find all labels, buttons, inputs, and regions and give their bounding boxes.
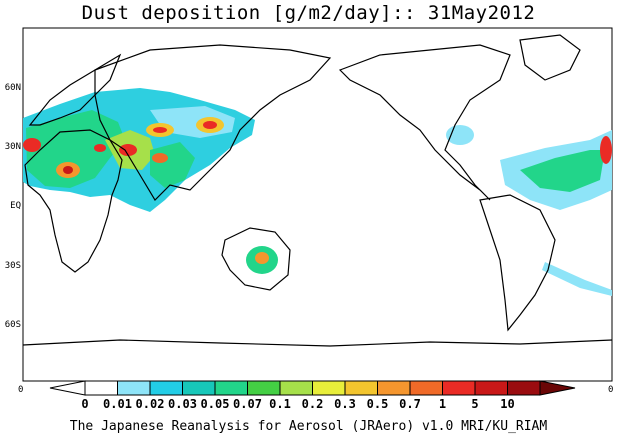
dust-hotspot-east-atlantic	[600, 136, 612, 164]
lat-label-60n: 60N	[4, 83, 21, 93]
colorbar-segment	[344, 380, 378, 396]
colorbar-tick-label: 0.7	[399, 397, 421, 411]
colorbar-tick-label: 1	[438, 397, 447, 411]
dust-hotspot-iran	[94, 144, 106, 152]
colorbar-segment	[247, 380, 281, 396]
map-frame	[22, 27, 613, 382]
colorbar-tick-label: 0.1	[269, 397, 291, 411]
colorbar-segment	[149, 380, 183, 396]
dust-hotspot-west-africa	[23, 138, 41, 152]
colorbar-segment	[377, 380, 411, 396]
coast-europe	[28, 53, 122, 126]
colorbar-tick-label: 0.2	[301, 397, 324, 411]
coast-africa	[24, 129, 123, 273]
coast-north-america	[338, 44, 511, 201]
dust-hotspot-gobi-core	[203, 121, 217, 129]
dust-plume-atlantic-inner	[520, 150, 605, 192]
colorbar-tick-label: 5	[471, 397, 479, 411]
dust-deposition-field	[23, 88, 612, 296]
colorbar-segment	[409, 380, 443, 396]
colorbar-left-arrow	[49, 380, 86, 396]
dust-hotspot-arabia	[119, 144, 137, 156]
colorbar-segment	[442, 380, 476, 396]
coast-greenland	[519, 34, 581, 81]
colorbar-right-arrow	[539, 380, 576, 396]
lat-label-60s: 60S	[4, 320, 21, 330]
coast-south-america	[479, 194, 556, 332]
coast-asia	[94, 44, 332, 201]
colorbar	[49, 380, 576, 396]
dust-hotspot-central-sahara-core	[63, 166, 73, 174]
colorbar-tick-label: 0.5	[366, 397, 389, 411]
coastlines	[22, 34, 613, 347]
dust-hotspot-australia	[255, 252, 269, 264]
map-title: Dust deposition [g/m2/day]:: 31May2012	[81, 2, 536, 24]
lat-label-30n: 30N	[4, 142, 21, 152]
colorbar-segment	[474, 380, 508, 396]
dust-hotspot-thar	[152, 153, 168, 163]
colorbar-segment	[84, 380, 118, 396]
colorbar-tick-label: 0.02	[135, 397, 165, 411]
lat-label-eq: EQ	[10, 201, 21, 211]
dust-zone-north-america	[446, 125, 474, 145]
colorbar-tick-label: 0.05	[200, 397, 230, 411]
colorbar-tick-label: 0.3	[334, 397, 356, 411]
colorbar-segment	[117, 380, 151, 396]
colorbar-tick-label: 0.03	[168, 397, 197, 411]
colorbar-segment	[507, 380, 541, 396]
dust-plume-south-atlantic	[542, 262, 612, 296]
colorbar-segment	[312, 380, 346, 396]
lat-label-30s: 30S	[4, 261, 21, 271]
credit-line: The Japanese Reanalysis for Aerosol (JRA…	[69, 419, 548, 434]
colorbar-segment	[182, 380, 216, 396]
colorbar-tick-label: 0.07	[233, 397, 262, 411]
right-edge-label: 0	[608, 385, 614, 395]
colorbar-tick-label: 10	[500, 397, 515, 411]
colorbar-segment	[279, 380, 313, 396]
colorbar-tick-label: 0	[81, 397, 89, 411]
coast-antarctica	[22, 339, 613, 347]
dust-zone-sahara	[26, 110, 125, 188]
colorbar-segment	[214, 380, 248, 396]
dust-hotspot-taklimakan-core	[153, 127, 167, 133]
coast-australia	[221, 227, 291, 291]
colorbar-tick-label: 0.01	[103, 397, 132, 411]
left-edge-label: 0	[18, 385, 24, 395]
